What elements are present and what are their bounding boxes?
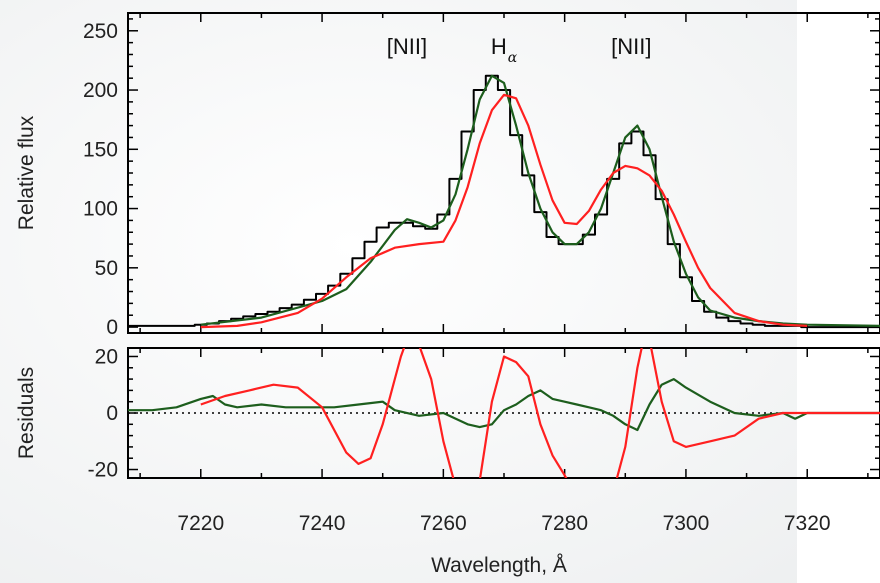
top-series-black-observed [128,74,880,329]
bottom-y-axis-title: Residuals [15,367,38,459]
y-tick-label: 0 [106,316,118,339]
bottom-panel-ticks [128,348,880,478]
y-tick-label: 20 [95,345,118,368]
bottom-panel-tick-labels: -20 0 20 7220 7240 7260 7280 7300 7320 [88,345,831,535]
top-series-red-model [200,93,808,329]
bottom-series-green-model [128,378,880,432]
y-tick-label: 250 [83,20,118,43]
bottom-panel-series [128,348,880,478]
annotation-label: [NII] [611,34,651,59]
top-series-green-model [200,74,880,327]
bottom-series-red-model [200,348,880,478]
x-tick-label: 7240 [299,512,346,535]
x-tick-label: 7220 [177,512,224,535]
y-tick-label: 150 [83,138,118,161]
top-panel-tick-labels: 0 50 100 150 200 250 [83,20,118,339]
top-panel-ticks [128,13,880,333]
x-tick-label: 7300 [663,512,710,535]
x-tick-label: 7320 [784,512,831,535]
y-tick-label: -20 [88,459,118,482]
annotation-label: [NII] [387,34,427,59]
background-right-strip [797,0,880,583]
top-y-axis-title: Relative flux [15,115,38,230]
top-panel-series [128,74,880,329]
y-tick-label: 50 [95,257,118,280]
y-tick-label: 200 [83,79,118,102]
x-axis-title: Wavelength, Å [431,554,567,577]
y-tick-label: 0 [106,402,118,425]
x-tick-label: 7260 [420,512,467,535]
y-tick-label: 100 [83,198,118,221]
x-tick-label: 7280 [541,512,588,535]
